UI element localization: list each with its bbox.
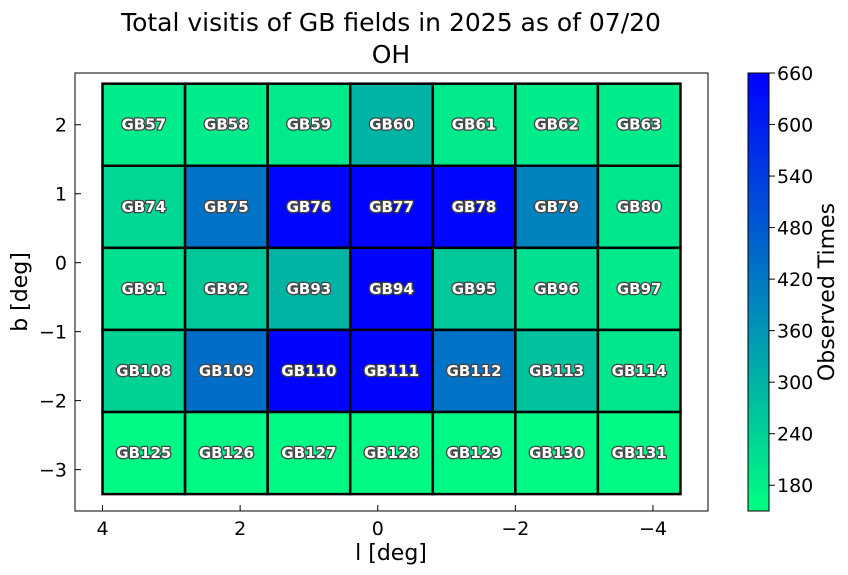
x-tick-label: 0: [372, 518, 384, 540]
cell-label-gb112: GB112: [447, 362, 502, 380]
chart-title: Total visitis of GB fields in 2025 as of…: [120, 8, 661, 37]
heatmap-cell-gb109: [183, 328, 269, 414]
heatmap-cell-gb96: [514, 246, 600, 332]
cell-label-gb57: GB57: [121, 116, 166, 134]
y-tick-label: −1: [39, 322, 67, 344]
cell-label-gb110: GB110: [281, 362, 336, 380]
cell-label-gb95: GB95: [452, 280, 497, 298]
cell-label-gb130: GB130: [529, 444, 584, 462]
cell-label-gb129: GB129: [447, 444, 502, 462]
cell-label-gb113: GB113: [529, 362, 584, 380]
heatmap-cell-gb130: [514, 410, 600, 496]
heatmap-cell-gb113: [514, 328, 600, 414]
heatmap-cell-gb95: [431, 246, 517, 332]
x-axis-label: l [deg]: [355, 541, 427, 566]
heatmap-cell-gb62: [514, 82, 600, 168]
colorbar-tick-label: 600: [777, 115, 813, 137]
cell-label-gb97: GB97: [617, 280, 662, 298]
heatmap-cell-gb74: [101, 164, 187, 250]
cell-label-gb93: GB93: [287, 280, 332, 298]
x-tick-label: 4: [96, 518, 108, 540]
cell-label-gb75: GB75: [204, 198, 249, 216]
cell-label-gb126: GB126: [199, 444, 254, 462]
heatmap-cell-gb58: [183, 82, 269, 168]
cell-label-gb108: GB108: [116, 362, 171, 380]
colorbar-tick-label: 480: [777, 218, 813, 240]
heatmap-cell-gb93: [266, 246, 352, 332]
colorbar-tick-label: 540: [777, 166, 813, 188]
y-axis-label: b [deg]: [8, 252, 33, 332]
cell-label-gb127: GB127: [281, 444, 336, 462]
cells-layer: [101, 82, 682, 496]
heatmap-cell-gb57: [101, 82, 187, 168]
colorbar-label: Observed Times: [815, 203, 840, 381]
colorbar-tick-label: 240: [777, 424, 813, 446]
heatmap-cell-gb131: [596, 410, 682, 496]
cell-label-gb74: GB74: [121, 198, 166, 216]
colorbar-tick-label: 360: [777, 321, 813, 343]
y-tick-label: 2: [55, 115, 67, 137]
y-tick-label: 1: [55, 184, 67, 206]
cell-label-gb131: GB131: [612, 444, 667, 462]
x-ticks: 4 2 0 −2 −4: [96, 505, 667, 540]
cell-label-gb94: GB94: [369, 280, 414, 298]
y-tick-label: −3: [39, 460, 67, 482]
cell-label-gb58: GB58: [204, 116, 249, 134]
cell-label-gb78: GB78: [452, 198, 497, 216]
y-tick-label: 0: [55, 253, 67, 275]
cell-label-gb60: GB60: [369, 116, 414, 134]
heatmap-cell-gb108: [101, 328, 187, 414]
x-tick-label: −2: [501, 518, 529, 540]
colorbar-tick-label: 660: [777, 63, 813, 85]
cell-label-gb62: GB62: [534, 116, 579, 134]
x-tick-label: 2: [234, 518, 246, 540]
y-tick-label: −2: [39, 391, 67, 413]
colorbar-tick-label: 300: [777, 372, 813, 394]
cell-label-gb63: GB63: [617, 116, 662, 134]
colorbar: [747, 72, 770, 512]
cell-label-gb125: GB125: [116, 444, 171, 462]
cell-label-gb92: GB92: [204, 280, 249, 298]
heatmap-cell-gb78: [431, 164, 517, 250]
cell-label-gb109: GB109: [199, 362, 254, 380]
chart-subtitle: OH: [372, 40, 410, 69]
heatmap-cell-gb92: [183, 246, 269, 332]
plot-frame: [74, 72, 709, 512]
heatmap-cell-gb80: [596, 164, 682, 250]
colorbar-ticks: 180 240 300 360 420 480 540 600 660: [769, 63, 813, 497]
cell-label-gb77: GB77: [369, 198, 414, 216]
colorbar-tick-label: 180: [777, 475, 813, 497]
cell-label-gb111: GB111: [364, 362, 419, 380]
heatmap-cell-gb76: [266, 164, 352, 250]
x-tick-label: −4: [639, 518, 667, 540]
colorbar-tick-label: 420: [777, 269, 813, 291]
y-ticks: 2 1 0 −1 −2 −3: [39, 115, 81, 482]
cell-label-gb79: GB79: [534, 198, 579, 216]
heatmap-cell-gb97: [596, 246, 682, 332]
cell-label-gb80: GB80: [617, 198, 662, 216]
cell-label-gb76: GB76: [287, 198, 332, 216]
cell-label-gb96: GB96: [534, 280, 579, 298]
cell-label-gb91: GB91: [121, 280, 166, 298]
cell-labels-layer: GB57 GB58 GB59 GB60 GB61 GB62 GB63 GB74 GB75 GB76…: [115, 114, 668, 463]
cell-label-gb114: GB114: [612, 362, 667, 380]
cell-label-gb59: GB59: [287, 116, 332, 134]
heatmap-cell-gb125: [101, 410, 187, 496]
cell-label-gb61: GB61: [452, 116, 497, 134]
heatmap-cell-gb127: [266, 410, 352, 496]
cell-label-gb128: GB128: [364, 444, 419, 462]
